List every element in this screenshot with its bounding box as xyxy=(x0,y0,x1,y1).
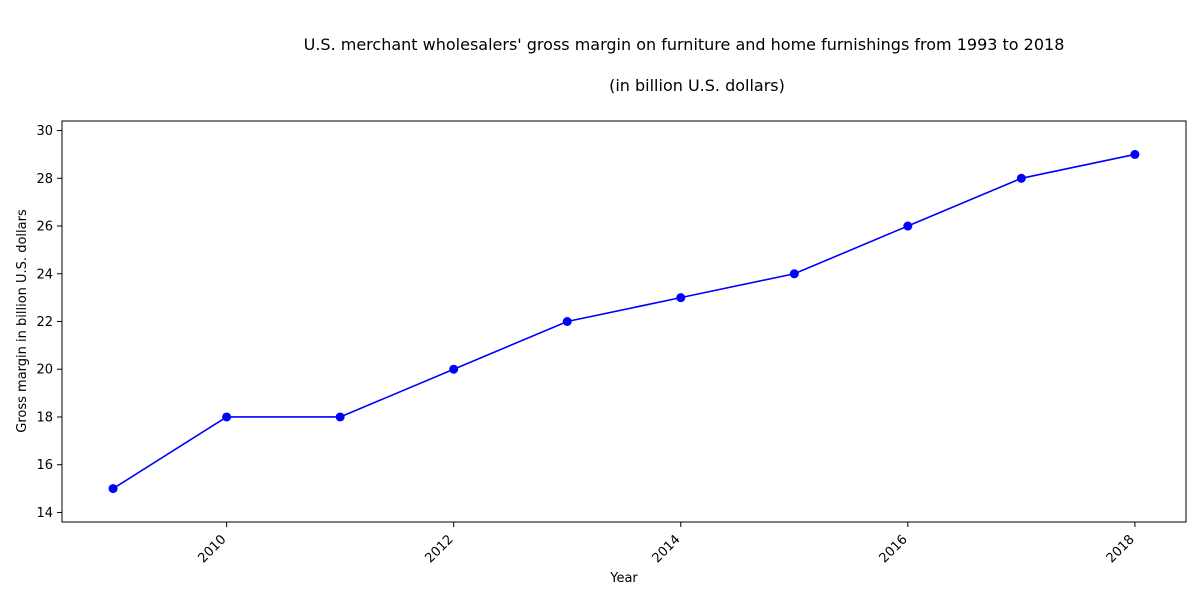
y-tick-label: 22 xyxy=(36,315,53,330)
y-tick-label: 18 xyxy=(36,410,53,425)
y-axis-label: Gross margin in billion U.S. dollars xyxy=(15,209,30,433)
data-point xyxy=(789,269,799,279)
y-tick-label: 20 xyxy=(36,363,53,378)
x-tick-label: 2016 xyxy=(877,532,911,566)
x-tick-label: 2012 xyxy=(423,532,457,566)
y-tick-label: 14 xyxy=(36,506,53,521)
data-point xyxy=(903,221,913,231)
data-point xyxy=(562,317,572,326)
x-axis: 2010 2012 2014 2016 2018 xyxy=(195,522,1138,566)
y-tick-label: 24 xyxy=(36,267,53,282)
y-tick-label: 26 xyxy=(36,220,53,235)
series-line xyxy=(112,153,1136,490)
data-point xyxy=(1130,149,1140,159)
chart-subtitle: (in billion U.S. dollars) xyxy=(609,76,785,95)
y-tick-label: 28 xyxy=(36,172,53,187)
x-axis-label: Year xyxy=(609,571,638,586)
x-tick-label: 2018 xyxy=(1104,532,1138,566)
y-axis: 14 16 18 20 22 24 26 28 30 xyxy=(36,124,62,521)
y-tick-label: 30 xyxy=(36,124,53,139)
plot-frame xyxy=(61,120,1187,523)
data-point xyxy=(449,364,459,374)
chart-title: U.S. merchant wholesalers' gross margin … xyxy=(304,35,1065,54)
x-tick-label: 2010 xyxy=(195,532,229,566)
data-point xyxy=(222,412,232,422)
data-point xyxy=(108,484,118,494)
data-point xyxy=(335,412,345,422)
series-layer xyxy=(108,149,1140,494)
x-tick-label: 2014 xyxy=(650,532,684,566)
data-point xyxy=(1016,173,1026,183)
y-tick-label: 16 xyxy=(36,458,53,473)
data-point xyxy=(676,293,686,303)
